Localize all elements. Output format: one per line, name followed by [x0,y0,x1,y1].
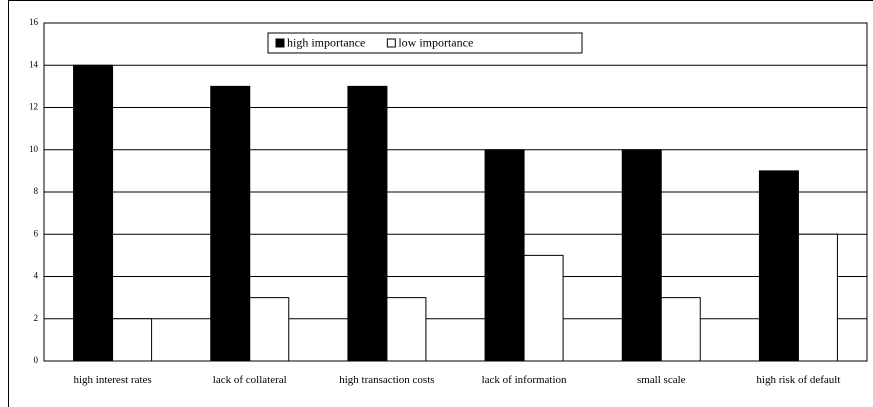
bar [523,254,564,362]
x-tick-label: lack of collateral [212,374,287,386]
y-tick-label: 4 [34,271,39,281]
y-tick-label: 0 [34,355,39,365]
bar [758,170,799,362]
legend-swatch [386,38,396,48]
bar [386,297,427,362]
bar [621,149,662,362]
legend-box [267,32,583,54]
legend-swatch [275,38,285,48]
y-tick-label: 10 [29,144,39,154]
bar [112,318,153,362]
bar [660,297,701,362]
legend-label: high importance [287,35,365,49]
y-tick-label: 16 [29,17,39,27]
y-tick-label: 14 [29,59,39,69]
x-tick-label: high interest rates [73,374,152,386]
bar [347,85,388,362]
legend-label: low importance [398,35,473,49]
y-tick-label: 6 [34,228,39,238]
x-tick-label: high risk of default [756,374,841,386]
bar [249,297,290,362]
y-tick-label: 2 [34,313,39,323]
y-tick-label: 8 [34,186,39,196]
x-tick-label: lack of information [481,374,567,386]
y-tick-label: 12 [29,102,38,112]
bar [73,64,114,362]
plot-frame [43,22,868,362]
chart-frame [8,0,873,407]
bar [210,85,251,362]
x-tick-label: small scale [636,374,686,386]
x-tick-label: high transaction costs [339,374,435,386]
bar [797,233,838,362]
bar [484,149,525,362]
